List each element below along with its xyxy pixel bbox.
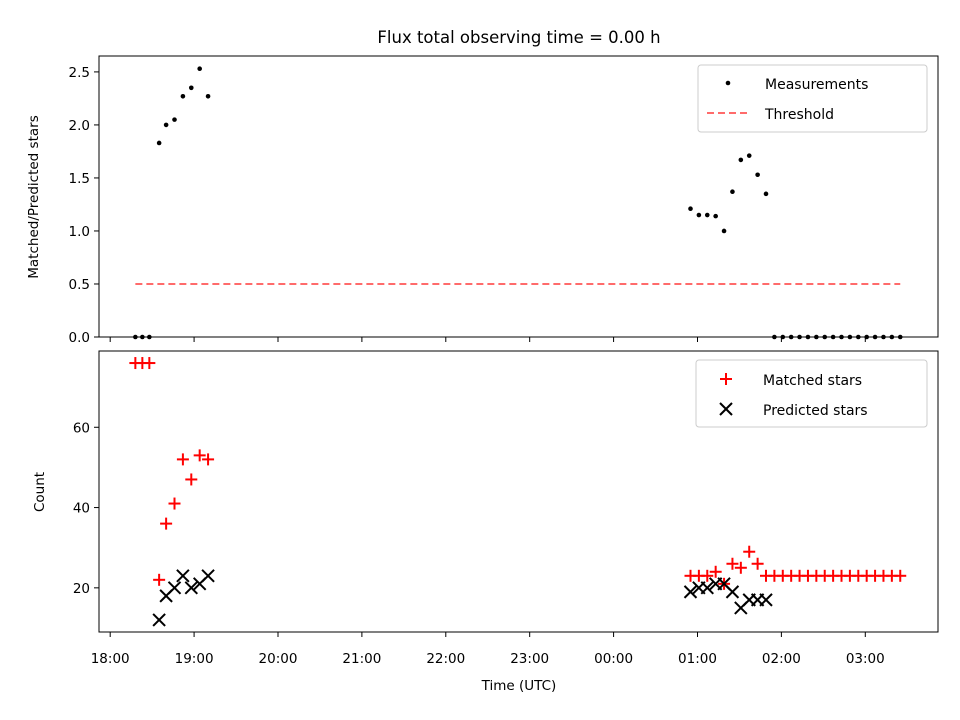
bottom-axes-frame (98, 350, 939, 633)
x-axis-label: Time (UTC) (481, 678, 557, 694)
measurement-point (746, 153, 752, 158)
legend-matched-marker (720, 373, 732, 385)
x-tick-label: 19:00 (175, 651, 214, 667)
top-axes-frame (98, 55, 939, 338)
x-tick-label: 18:00 (91, 651, 130, 667)
measurement-point (163, 122, 169, 128)
top-legend-frame (697, 64, 928, 133)
measurement-point (713, 213, 718, 219)
predicted-stars-point (683, 585, 698, 599)
bottom-y-tick-label: 20 (73, 581, 90, 597)
x-tick-label: 01:00 (678, 651, 717, 667)
predicted-stars-point (725, 585, 740, 599)
legend-measurements-label: Measurements (765, 77, 868, 93)
legend-measurements-marker (725, 80, 731, 86)
measurement-point (156, 140, 162, 146)
bottom-ticks: 20 40 60 18:00 19:00 20:00 21:00 22:00 23:00 00:0… (73, 420, 885, 667)
measurement-point (704, 212, 710, 218)
top-panel: 0.0 0.5 1.0 1.5 2.0 2.5 Matched/Predicted sta… (26, 55, 939, 346)
matched-stars-point (743, 545, 756, 558)
predicted-stars-point (167, 581, 182, 595)
measurement-point (721, 228, 727, 234)
top-y-tick-label: 2.0 (69, 118, 90, 134)
predicted-stars-point (759, 593, 773, 607)
matched-stars-point (168, 497, 181, 510)
x-tick-label: 23:00 (510, 651, 549, 667)
x-tick-label: 02:00 (762, 651, 801, 667)
x-tick-label: 21:00 (342, 651, 381, 667)
matched-stars-point (193, 449, 206, 462)
top-y-tick-label: 1.0 (69, 224, 90, 240)
matched-stars-point (734, 561, 747, 574)
top-y-tick-label: 0.0 (69, 330, 90, 346)
legend-predicted-label: Predicted stars (763, 403, 868, 419)
matched-stars-point (751, 557, 764, 570)
matched-stars-point (726, 557, 739, 570)
top-marks (133, 66, 903, 340)
top-legend: Measurements Threshold (697, 64, 928, 133)
measurement-point (188, 85, 194, 91)
bottom-panel: 20 40 60 18:00 19:00 20:00 21:00 22:00 23:00 00:0… (32, 350, 939, 694)
top-y-tick-label: 0.5 (69, 277, 90, 293)
legend-threshold-label: Threshold (764, 107, 834, 123)
measurement-point (688, 206, 693, 211)
chart-title: Flux total observing time = 0.00 h (377, 28, 660, 47)
measurement-point (763, 191, 769, 197)
predicted-stars-point (176, 569, 190, 583)
bottom-y-tick-label: 40 (73, 501, 90, 517)
x-tick-label: 03:00 (846, 651, 885, 667)
matched-stars-point (701, 569, 714, 582)
matched-stars-point (176, 453, 189, 466)
predicted-stars-point (201, 569, 215, 583)
bottom-legend: Matched stars Predicted stars (695, 359, 928, 428)
measurement-point (730, 189, 735, 195)
bottom-y-axis-label: Count (32, 472, 48, 512)
matched-stars-point (709, 565, 722, 578)
measurement-point (755, 172, 760, 178)
x-tick-label: 20:00 (259, 651, 298, 667)
legend-predicted-marker (719, 402, 733, 416)
matched-stars-point (202, 453, 215, 466)
matched-stars-point (160, 517, 173, 530)
top-y-tick-label: 1.5 (69, 171, 90, 187)
bottom-legend-frame (695, 359, 928, 428)
predicted-stars-point (700, 581, 714, 595)
bottom-y-tick-label: 60 (73, 420, 90, 436)
matched-stars-point (153, 573, 166, 586)
measurement-point (172, 117, 177, 122)
x-tick-label: 22:00 (426, 651, 465, 667)
legend-matched-label: Matched stars (763, 373, 862, 389)
top-y-axis-label: Matched/Predicted stars (26, 115, 42, 278)
matched-stars-point (894, 569, 907, 582)
measurement-point (696, 212, 702, 218)
matched-stars-point (185, 473, 198, 486)
predicted-stars-point (152, 613, 166, 627)
x-tick-label: 00:00 (594, 651, 633, 667)
measurement-point (180, 93, 186, 99)
top-y-tick-label: 2.5 (69, 65, 90, 81)
bottom-marks (129, 357, 907, 627)
predicted-stars-point (184, 581, 198, 595)
measurement-point (738, 157, 744, 163)
measurement-point (205, 93, 211, 99)
top-ticks: 0.0 0.5 1.0 1.5 2.0 2.5 (69, 65, 866, 346)
matched-stars-point (143, 357, 156, 370)
measurement-point (197, 66, 202, 72)
